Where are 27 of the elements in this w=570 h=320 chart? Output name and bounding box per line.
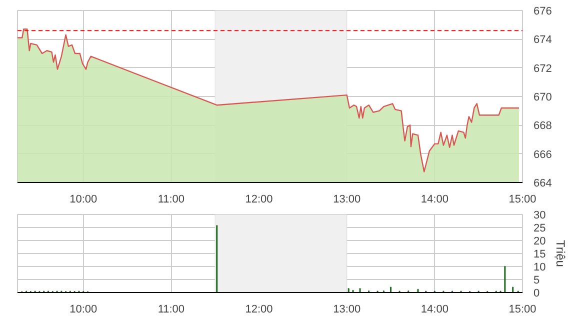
y-tick-label: 668 (534, 120, 552, 132)
y-tick-label: 676 (534, 6, 552, 18)
y-tick-label: 0 (534, 288, 540, 300)
y-tick-label: 664 (534, 178, 552, 190)
y-tick-label: 15 (534, 248, 546, 260)
x-tick-label: 13:00 (333, 194, 361, 206)
y2-axis-title: Triệu (554, 240, 568, 267)
x-tick-label: 14:00 (420, 304, 448, 316)
x-tick-label: 11:00 (158, 194, 185, 206)
x-tick-label: 12:00 (245, 194, 273, 206)
y-tick-label: 672 (534, 62, 552, 75)
y-tick-label: 670 (534, 92, 552, 104)
x-tick-label: 10:00 (70, 304, 98, 316)
y-tick-label: 10 (534, 262, 546, 274)
x-tick-label: 15:00 (508, 194, 536, 206)
y-tick-label: 25 (534, 222, 546, 234)
x-tick-label: 15:00 (508, 304, 536, 316)
y-tick-label: 666 (534, 148, 552, 161)
x-tick-label: 14:00 (420, 194, 448, 206)
y-tick-label: 674 (534, 34, 552, 46)
y-tick-label: 5 (534, 274, 540, 286)
x-tick-label: 12:00 (245, 304, 273, 316)
y-tick-label: 20 (534, 236, 546, 248)
x-tick-label: 10:00 (70, 194, 98, 206)
y-tick-label: 30 (534, 210, 546, 222)
x-tick-label: 11:00 (158, 304, 185, 316)
x-tick-label: 13:00 (333, 304, 361, 316)
